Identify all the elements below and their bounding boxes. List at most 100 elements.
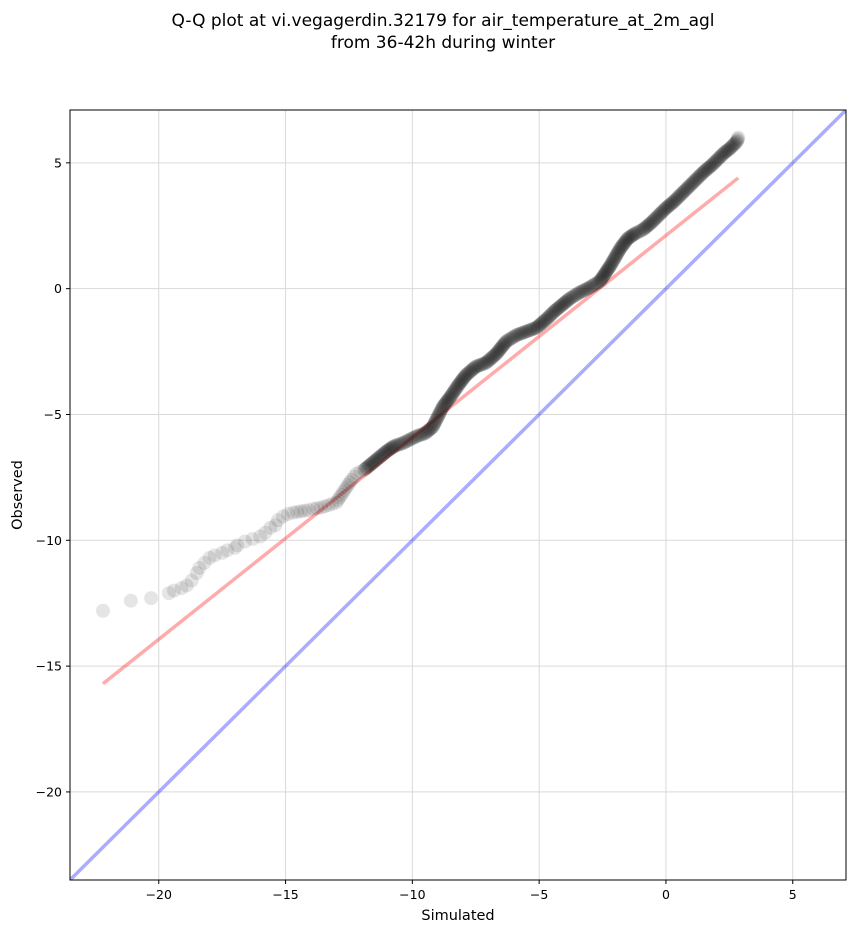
quantile-point — [577, 283, 592, 298]
quantile-point — [628, 226, 643, 241]
quantile-point — [720, 143, 735, 158]
quantile-point — [541, 310, 556, 325]
quantile-point — [382, 442, 397, 457]
quantile-point — [293, 504, 308, 519]
quantile-point — [596, 269, 611, 284]
quantile-point — [422, 422, 437, 437]
quantile-point — [385, 440, 400, 455]
quantile-point — [369, 452, 384, 467]
quantile-point — [373, 449, 388, 464]
quantile-point — [516, 325, 531, 340]
quantile-point — [598, 266, 613, 281]
quantile-point — [451, 378, 465, 393]
quantile-point — [562, 291, 577, 306]
quantile-point — [702, 160, 717, 175]
quantile-point — [509, 328, 524, 343]
quantile-point — [615, 238, 630, 253]
quantile-point — [600, 262, 615, 277]
quantile-point — [636, 222, 651, 237]
quantile-point — [574, 284, 589, 299]
quantile-point — [438, 396, 453, 411]
quantile-point — [705, 157, 720, 172]
quantile-point — [668, 193, 683, 208]
quantile-point — [230, 538, 245, 553]
quantile-point — [358, 461, 373, 476]
quantile-point — [475, 357, 490, 372]
quantile-point — [676, 184, 691, 199]
quantile-point — [386, 439, 401, 454]
quantile-point — [527, 321, 542, 336]
quantile-point — [625, 228, 640, 243]
quantile-point — [703, 159, 718, 174]
quantile-point — [608, 249, 623, 264]
quantile-point — [184, 573, 199, 588]
quantile-point — [593, 273, 608, 288]
quantile-point — [174, 581, 189, 596]
quantile-point — [366, 455, 381, 470]
quantile-point — [429, 413, 444, 428]
quantile-point — [427, 415, 442, 430]
quantile-point — [379, 443, 394, 458]
quantile-point — [339, 480, 354, 495]
quantile-point — [202, 550, 217, 565]
quantile-point — [380, 443, 395, 458]
quantile-point — [452, 376, 467, 391]
quantile-point — [627, 226, 642, 241]
quantile-point — [572, 285, 587, 300]
quantile-point — [545, 305, 560, 320]
y-tick-label: 0 — [54, 281, 62, 296]
quantile-point — [397, 435, 412, 450]
quantile-point — [418, 426, 433, 441]
quantile-point — [696, 164, 711, 179]
quantile-point — [365, 455, 380, 470]
quantile-point — [476, 356, 491, 371]
quantile-point — [507, 329, 522, 344]
quantile-point — [607, 252, 622, 267]
quantile-point — [405, 431, 420, 446]
quantile-point — [528, 321, 543, 336]
quantile-point — [617, 235, 632, 250]
quantile-point — [724, 140, 739, 155]
quantile-point — [431, 408, 446, 423]
quantile-point — [461, 366, 476, 381]
quantile-point — [654, 205, 669, 220]
quantile-point — [426, 417, 441, 432]
quantile-point — [489, 347, 504, 362]
quantile-point — [600, 263, 615, 278]
quantile-point — [329, 495, 344, 510]
quantile-point — [718, 145, 733, 160]
quantile-point — [699, 162, 714, 177]
quantile-point — [686, 174, 701, 189]
quantile-point — [561, 292, 576, 307]
quantile-point — [672, 188, 687, 203]
quantile-point — [409, 429, 424, 444]
quantile-point — [418, 425, 433, 440]
quantile-point — [608, 250, 623, 265]
quantile-point — [388, 438, 403, 453]
quantile-point — [647, 212, 662, 227]
quantile-point — [532, 317, 547, 332]
quantile-point — [478, 355, 493, 370]
y-tick-label: −20 — [36, 784, 62, 799]
quantile-point — [314, 500, 329, 515]
quantile-point — [684, 177, 699, 192]
quantile-point — [595, 269, 610, 284]
quantile-point — [559, 294, 574, 309]
quantile-point — [579, 282, 594, 297]
quantile-point — [268, 518, 283, 533]
quantile-point — [565, 289, 580, 304]
quantile-point — [441, 392, 456, 407]
quantile-point — [715, 147, 730, 162]
quantile-point — [595, 270, 610, 285]
quantile-point — [392, 437, 407, 452]
quantile-point — [498, 335, 513, 350]
quantile-point — [440, 394, 455, 409]
quantile-point — [713, 149, 728, 164]
quantile-point — [660, 199, 675, 214]
quantile-point — [401, 433, 416, 448]
quantile-point — [658, 201, 673, 216]
quantile-point — [452, 376, 467, 391]
quantile-point — [544, 306, 559, 321]
quantile-point — [444, 388, 459, 403]
quantile-point — [414, 427, 429, 442]
